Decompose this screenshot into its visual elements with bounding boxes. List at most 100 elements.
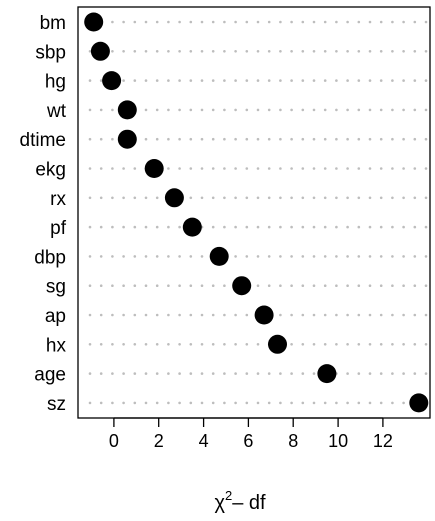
grid-dot bbox=[301, 79, 305, 82]
grid-dot bbox=[111, 167, 114, 170]
grid-dot bbox=[301, 255, 305, 258]
grid-dot bbox=[144, 108, 148, 112]
grid-dot bbox=[211, 196, 215, 200]
grid-dot bbox=[111, 137, 114, 141]
grid-dot bbox=[267, 255, 271, 258]
y-tick-label: rx bbox=[50, 189, 66, 210]
grid-dot bbox=[402, 284, 405, 288]
grid-dot bbox=[290, 372, 293, 375]
grid-dot bbox=[245, 313, 249, 317]
grid-dot bbox=[211, 50, 215, 53]
grid-dot bbox=[424, 79, 428, 82]
grid-dot bbox=[189, 50, 193, 53]
grid-dot bbox=[88, 167, 92, 170]
grid-dot bbox=[178, 372, 181, 375]
y-tick-label: dbp bbox=[34, 247, 66, 268]
grid-dot bbox=[413, 284, 417, 288]
grid-dot bbox=[99, 167, 103, 170]
grid-dot bbox=[368, 225, 372, 229]
grid-dot bbox=[424, 20, 428, 24]
grid-dot bbox=[413, 79, 417, 82]
grid-dot bbox=[111, 255, 114, 258]
grid-dot bbox=[357, 255, 361, 258]
grid-dot bbox=[88, 196, 92, 200]
grid-dot bbox=[368, 20, 372, 24]
grid-dot bbox=[234, 50, 237, 53]
grid-dot bbox=[357, 313, 361, 317]
grid-dot bbox=[391, 79, 394, 82]
grid-dot bbox=[335, 196, 338, 200]
grid-dot bbox=[346, 50, 349, 53]
grid-dot bbox=[368, 401, 372, 405]
grid-dot bbox=[379, 196, 383, 200]
grid-dot bbox=[402, 79, 405, 82]
grid-dot bbox=[245, 401, 249, 405]
grid-dot bbox=[301, 50, 305, 53]
grid-dot bbox=[301, 196, 305, 200]
y-tick-label: hx bbox=[46, 335, 67, 356]
grid-dot bbox=[357, 50, 361, 53]
grid-dot bbox=[323, 79, 327, 82]
grid-dot bbox=[144, 343, 148, 346]
grid-dot bbox=[167, 20, 170, 24]
data-points bbox=[84, 12, 429, 413]
grid-dot bbox=[391, 255, 394, 258]
grid-dot bbox=[357, 343, 361, 346]
grid-dot bbox=[335, 137, 338, 141]
grid-dot bbox=[357, 284, 361, 288]
grid-dot bbox=[99, 343, 103, 346]
grid-dot bbox=[391, 50, 394, 53]
grid-dot bbox=[402, 50, 405, 53]
grid-dot bbox=[99, 313, 103, 317]
grid-dot bbox=[267, 284, 271, 288]
grid-dot bbox=[88, 225, 92, 229]
data-point-bm bbox=[84, 12, 104, 32]
grid-dot bbox=[402, 313, 405, 317]
grid-dot bbox=[267, 196, 271, 200]
grid-dot bbox=[122, 225, 125, 229]
data-point-dtime bbox=[117, 129, 137, 149]
grid-dot bbox=[223, 225, 226, 229]
x-tick-label: 12 bbox=[373, 431, 393, 451]
grid-dot bbox=[99, 225, 103, 229]
grid-dot bbox=[223, 401, 226, 405]
grid-dot bbox=[312, 108, 316, 112]
data-point-ap bbox=[254, 305, 274, 325]
grid-dot bbox=[357, 79, 361, 82]
grid-dot bbox=[99, 284, 103, 288]
grid-dot bbox=[223, 167, 226, 170]
grid-dot bbox=[223, 284, 226, 288]
grid-dot bbox=[223, 50, 226, 53]
grid-dot bbox=[279, 79, 282, 82]
grid-dot bbox=[99, 79, 103, 82]
y-tick-label: sg bbox=[46, 277, 66, 298]
grid-dot bbox=[155, 372, 159, 375]
data-point-sbp bbox=[90, 41, 110, 61]
grid-dot bbox=[88, 372, 92, 375]
grid-dot bbox=[99, 108, 103, 112]
grid-dot bbox=[301, 108, 305, 112]
grid-dot bbox=[279, 137, 282, 141]
grid-dot bbox=[424, 137, 428, 141]
grid-dot bbox=[424, 108, 428, 112]
grid-dot bbox=[167, 401, 170, 405]
grid-dot bbox=[267, 108, 271, 112]
grid-dot bbox=[335, 284, 338, 288]
grid-dot bbox=[413, 313, 417, 317]
grid-dot bbox=[290, 50, 293, 53]
grid-dot bbox=[189, 20, 193, 24]
grid-dot bbox=[99, 372, 103, 375]
x-axis: 0 2 4 6 8 10 12 bbox=[109, 417, 393, 451]
grid-dot bbox=[234, 20, 237, 24]
grid-dot bbox=[178, 284, 181, 288]
grid-dot bbox=[256, 108, 260, 112]
grid-dot bbox=[245, 79, 249, 82]
grid-dot bbox=[379, 401, 383, 405]
grid-dot bbox=[357, 225, 361, 229]
grid-dot bbox=[223, 196, 226, 200]
grid-dot bbox=[122, 313, 125, 317]
grid-dot bbox=[346, 108, 349, 112]
grid-dot bbox=[424, 167, 428, 170]
grid-dot bbox=[391, 401, 394, 405]
grid-dot bbox=[189, 108, 193, 112]
